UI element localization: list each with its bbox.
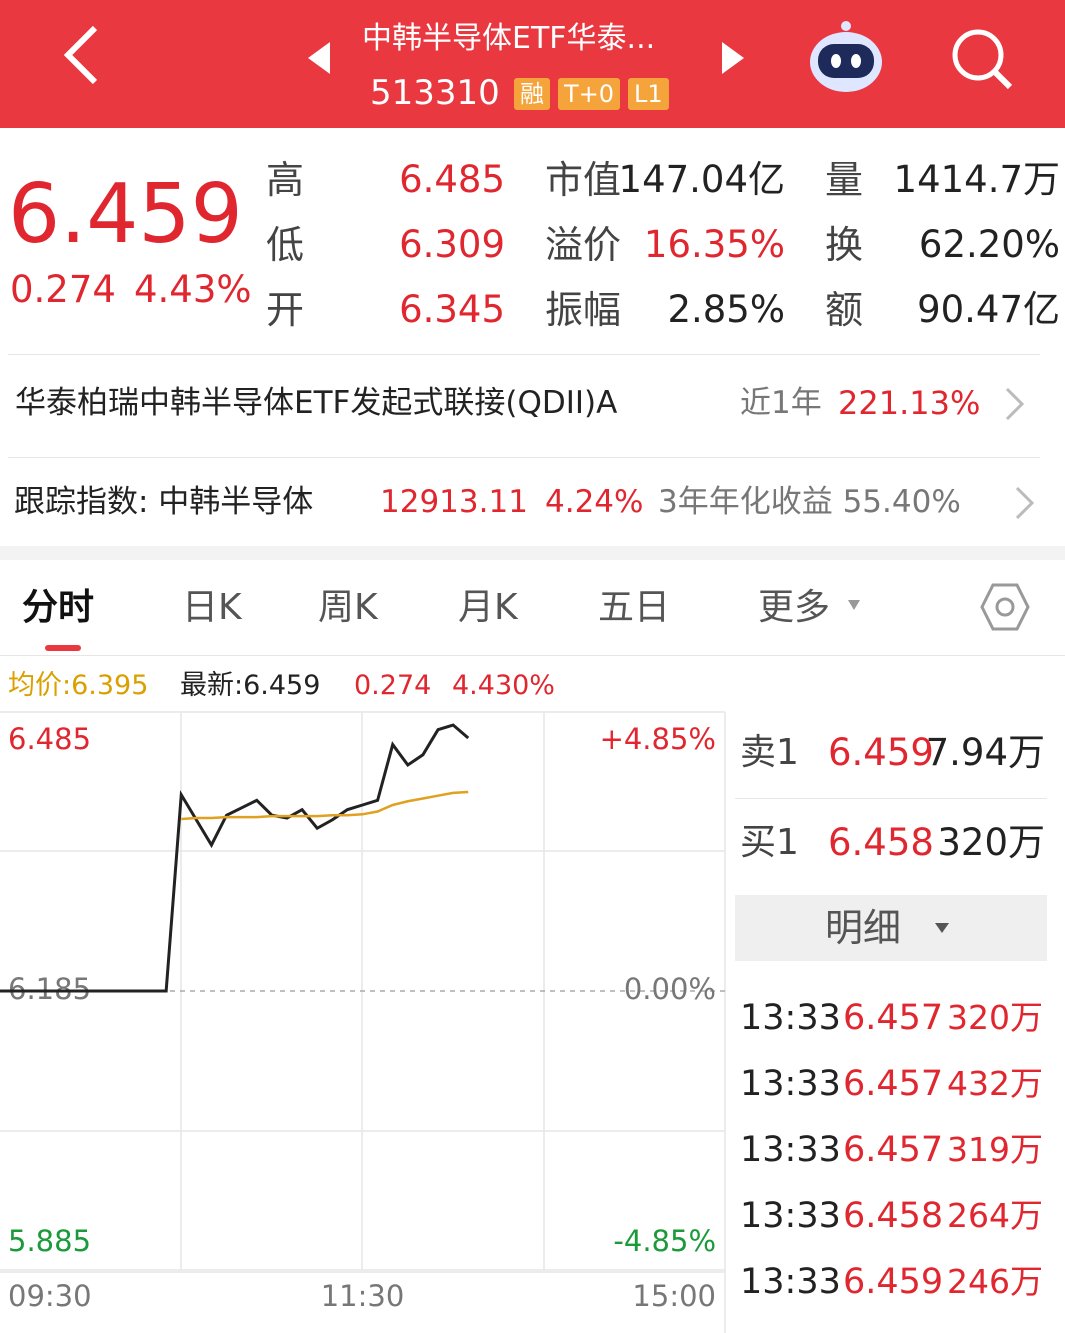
book-side: 卖1 <box>740 732 799 773</box>
trade-price: 6.457 <box>843 1130 944 1170</box>
tab[interactable]: 月K <box>458 587 518 628</box>
divider <box>8 354 1040 355</box>
y-tick-label: 5.885 <box>8 1224 91 1258</box>
price-line <box>181 790 469 821</box>
divider <box>0 655 1065 656</box>
stat-label: 开 <box>266 288 305 332</box>
trade-time: 13:33 <box>740 1064 841 1104</box>
trade-volume: 320万 <box>947 998 1043 1037</box>
detail-label: 明细 <box>825 906 902 950</box>
gap <box>0 546 1065 560</box>
price: 6.459 <box>8 167 243 262</box>
y2-tick-label: +4.85% <box>600 722 716 756</box>
tab[interactable]: 更多 <box>758 587 831 628</box>
change: 0.274 <box>10 268 116 311</box>
stat-label: 溢价 <box>545 223 622 267</box>
detail-button[interactable]: 明细 <box>735 895 1047 961</box>
latest-price: 最新:6.459 <box>180 670 321 701</box>
prev-button[interactable] <box>308 42 330 74</box>
book-price: 6.458 <box>828 821 934 864</box>
fund-period: 近1年 <box>740 385 822 421</box>
book-price: 6.459 <box>828 731 934 774</box>
stat-value: 147.04亿 <box>618 158 785 201</box>
assistant-icon[interactable] <box>810 21 882 92</box>
book-volume: 7.94万 <box>925 731 1045 774</box>
trade-volume: 264万 <box>947 1196 1043 1235</box>
stat-value: 6.485 <box>399 158 505 201</box>
trade-price: 6.457 <box>843 998 944 1038</box>
trade-time: 13:33 <box>740 1196 841 1236</box>
trade-volume: 246万 <box>947 1262 1043 1301</box>
trade-price: 6.458 <box>843 1196 944 1236</box>
trade-time: 13:33 <box>740 1130 841 1170</box>
summary-change-pct: 4.430% <box>452 670 555 701</box>
tab-indicator <box>45 645 81 651</box>
trade-volume: 432万 <box>947 1064 1043 1103</box>
index-value: 12913.11 <box>380 484 528 520</box>
divider <box>735 798 1047 799</box>
change-pct: 4.43% <box>134 268 252 311</box>
index-annualized: 3年年化收益 55.40% <box>658 484 961 520</box>
stat-label: 低 <box>266 223 305 267</box>
stat-label: 高 <box>266 158 305 202</box>
trade-volume: 319万 <box>947 1130 1043 1169</box>
intraday-chart: 6.485 6.185 5.885 +4.85% 0.00% -4.85% 09:30 11:… <box>0 711 726 1333</box>
tab[interactable]: 日K <box>182 587 242 628</box>
trade-price: 6.457 <box>843 1064 944 1104</box>
divider <box>8 457 1040 458</box>
header-icons <box>63 21 1013 92</box>
next-button[interactable] <box>722 42 744 74</box>
stat-value: 6.309 <box>399 223 505 266</box>
stat-value: 1414.7万 <box>893 158 1060 201</box>
index-change: 4.24% <box>545 484 644 520</box>
fund-return[interactable]: 221.13% <box>838 384 981 422</box>
x-tick-label: 09:30 <box>8 1279 92 1313</box>
stat-value: 90.47亿 <box>917 288 1060 331</box>
avg-price: 均价:6.395 <box>8 670 149 701</box>
y2-tick-label: -4.85% <box>613 1224 716 1258</box>
trade-price: 6.459 <box>843 1262 944 1302</box>
x-tick-label: 15:00 <box>632 1279 716 1313</box>
stat-label: 额 <box>825 288 864 332</box>
badge: L1 <box>628 78 669 110</box>
settings-icon[interactable] <box>980 582 1030 632</box>
badges: 融 T+0 L1 <box>514 78 669 110</box>
tab[interactable]: 周K <box>318 587 378 628</box>
fund-name: 华泰柏瑞中韩半导体ETF发起式联接(QDII)A <box>15 385 618 421</box>
dropdown-arrow <box>935 923 949 933</box>
y-tick-label: 6.185 <box>8 972 91 1006</box>
book-volume: 320万 <box>937 821 1045 864</box>
y2-tick-label: 0.00% <box>624 972 716 1006</box>
stat-value: 16.35% <box>643 223 785 266</box>
trade-time: 13:33 <box>740 998 841 1038</box>
dropdown-arrow[interactable] <box>848 600 860 612</box>
badge: T+0 <box>558 78 621 110</box>
badge: 融 <box>514 78 550 110</box>
chevron[interactable] <box>1002 384 1032 424</box>
tab[interactable]: 分时 <box>22 587 95 628</box>
tab[interactable]: 五日 <box>598 587 671 628</box>
trade-time: 13:33 <box>740 1262 841 1302</box>
stat-value: 2.85% <box>667 288 785 331</box>
book-side: 买1 <box>740 822 799 863</box>
summary-change: 0.274 <box>354 670 432 701</box>
title: 中韩半导体ETF华泰... <box>362 21 656 56</box>
y-tick-label: 6.485 <box>8 722 91 756</box>
code: 513310 <box>370 73 500 113</box>
x-tick-label: 11:30 <box>321 1279 405 1313</box>
stat-value: 6.345 <box>399 288 505 331</box>
stat-label: 振幅 <box>545 288 622 332</box>
stat-label: 量 <box>825 158 864 202</box>
stat-label: 市值 <box>545 158 622 202</box>
index-label: 跟踪指数: 中韩半导体 <box>14 484 314 520</box>
stat-value: 62.20% <box>918 223 1060 266</box>
back-button[interactable] <box>63 25 98 85</box>
price-line <box>0 723 470 993</box>
chevron[interactable] <box>1012 483 1042 523</box>
header: 中韩半导体ETF华泰... 513310 融 T+0 L1 <box>0 0 1065 128</box>
search-icon[interactable] <box>952 29 1013 90</box>
stat-label: 换 <box>825 223 864 267</box>
